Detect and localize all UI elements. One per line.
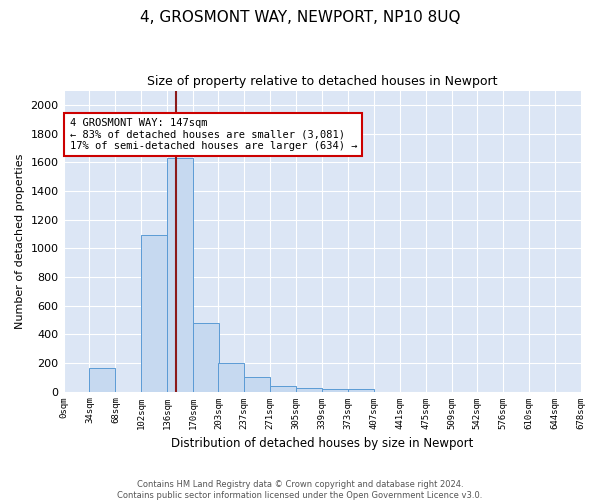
Text: 4 GROSMONT WAY: 147sqm
← 83% of detached houses are smaller (3,081)
17% of semi-: 4 GROSMONT WAY: 147sqm ← 83% of detached… bbox=[70, 118, 357, 151]
Bar bbox=[142, 236, 167, 392]
X-axis label: Distribution of detached houses by size in Newport: Distribution of detached houses by size … bbox=[171, 437, 473, 450]
Bar bbox=[322, 390, 348, 392]
Bar bbox=[348, 390, 374, 392]
Title: Size of property relative to detached houses in Newport: Size of property relative to detached ho… bbox=[147, 75, 497, 88]
Bar bbox=[218, 363, 244, 392]
Text: 4, GROSMONT WAY, NEWPORT, NP10 8UQ: 4, GROSMONT WAY, NEWPORT, NP10 8UQ bbox=[140, 10, 460, 25]
Text: Contains HM Land Registry data © Crown copyright and database right 2024.
Contai: Contains HM Land Registry data © Crown c… bbox=[118, 480, 482, 500]
Bar bbox=[244, 377, 270, 392]
Bar bbox=[89, 368, 115, 392]
Y-axis label: Number of detached properties: Number of detached properties bbox=[15, 154, 25, 328]
Bar bbox=[270, 386, 296, 392]
Bar bbox=[193, 323, 219, 392]
Bar bbox=[296, 388, 322, 392]
Bar bbox=[167, 158, 193, 392]
